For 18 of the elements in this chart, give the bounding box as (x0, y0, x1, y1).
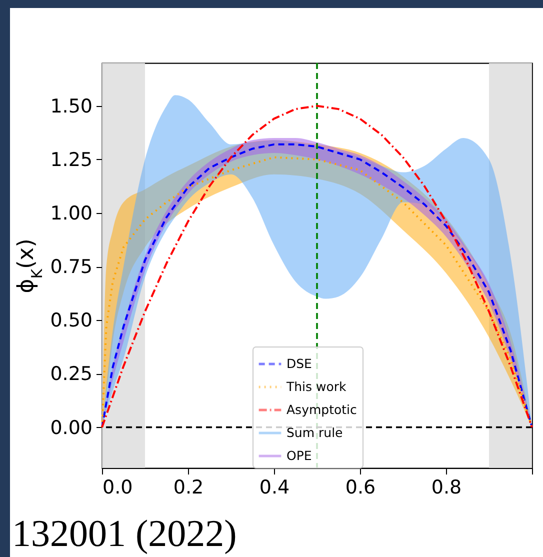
legend-label: Asymptotic (286, 402, 357, 417)
y-tick-label: 0.50 (50, 310, 92, 332)
x-tick-label: 0.4 (259, 476, 290, 498)
legend-label: This work (286, 379, 348, 394)
y-tick-label: 0.25 (50, 363, 92, 386)
x-tick-label: 0.2 (173, 476, 204, 498)
text: 132001 (2022) (12, 512, 237, 557)
legend-label: DSE (286, 356, 312, 371)
x-tick-label: 0.8 (431, 476, 462, 498)
y-tick-label: 0.75 (50, 256, 92, 278)
y-tick-label: 1.25 (50, 148, 92, 171)
x-tick-label: 0.0 (102, 476, 133, 498)
legend-label: OPE (286, 448, 312, 463)
legend-label: Sum rule (286, 425, 344, 440)
y-tick-label: 1.50 (50, 95, 92, 118)
x-tick-label: 0.6 (345, 476, 376, 498)
y-tick-label: 1.00 (50, 202, 92, 224)
y-tick-label: 0.00 (50, 416, 92, 439)
